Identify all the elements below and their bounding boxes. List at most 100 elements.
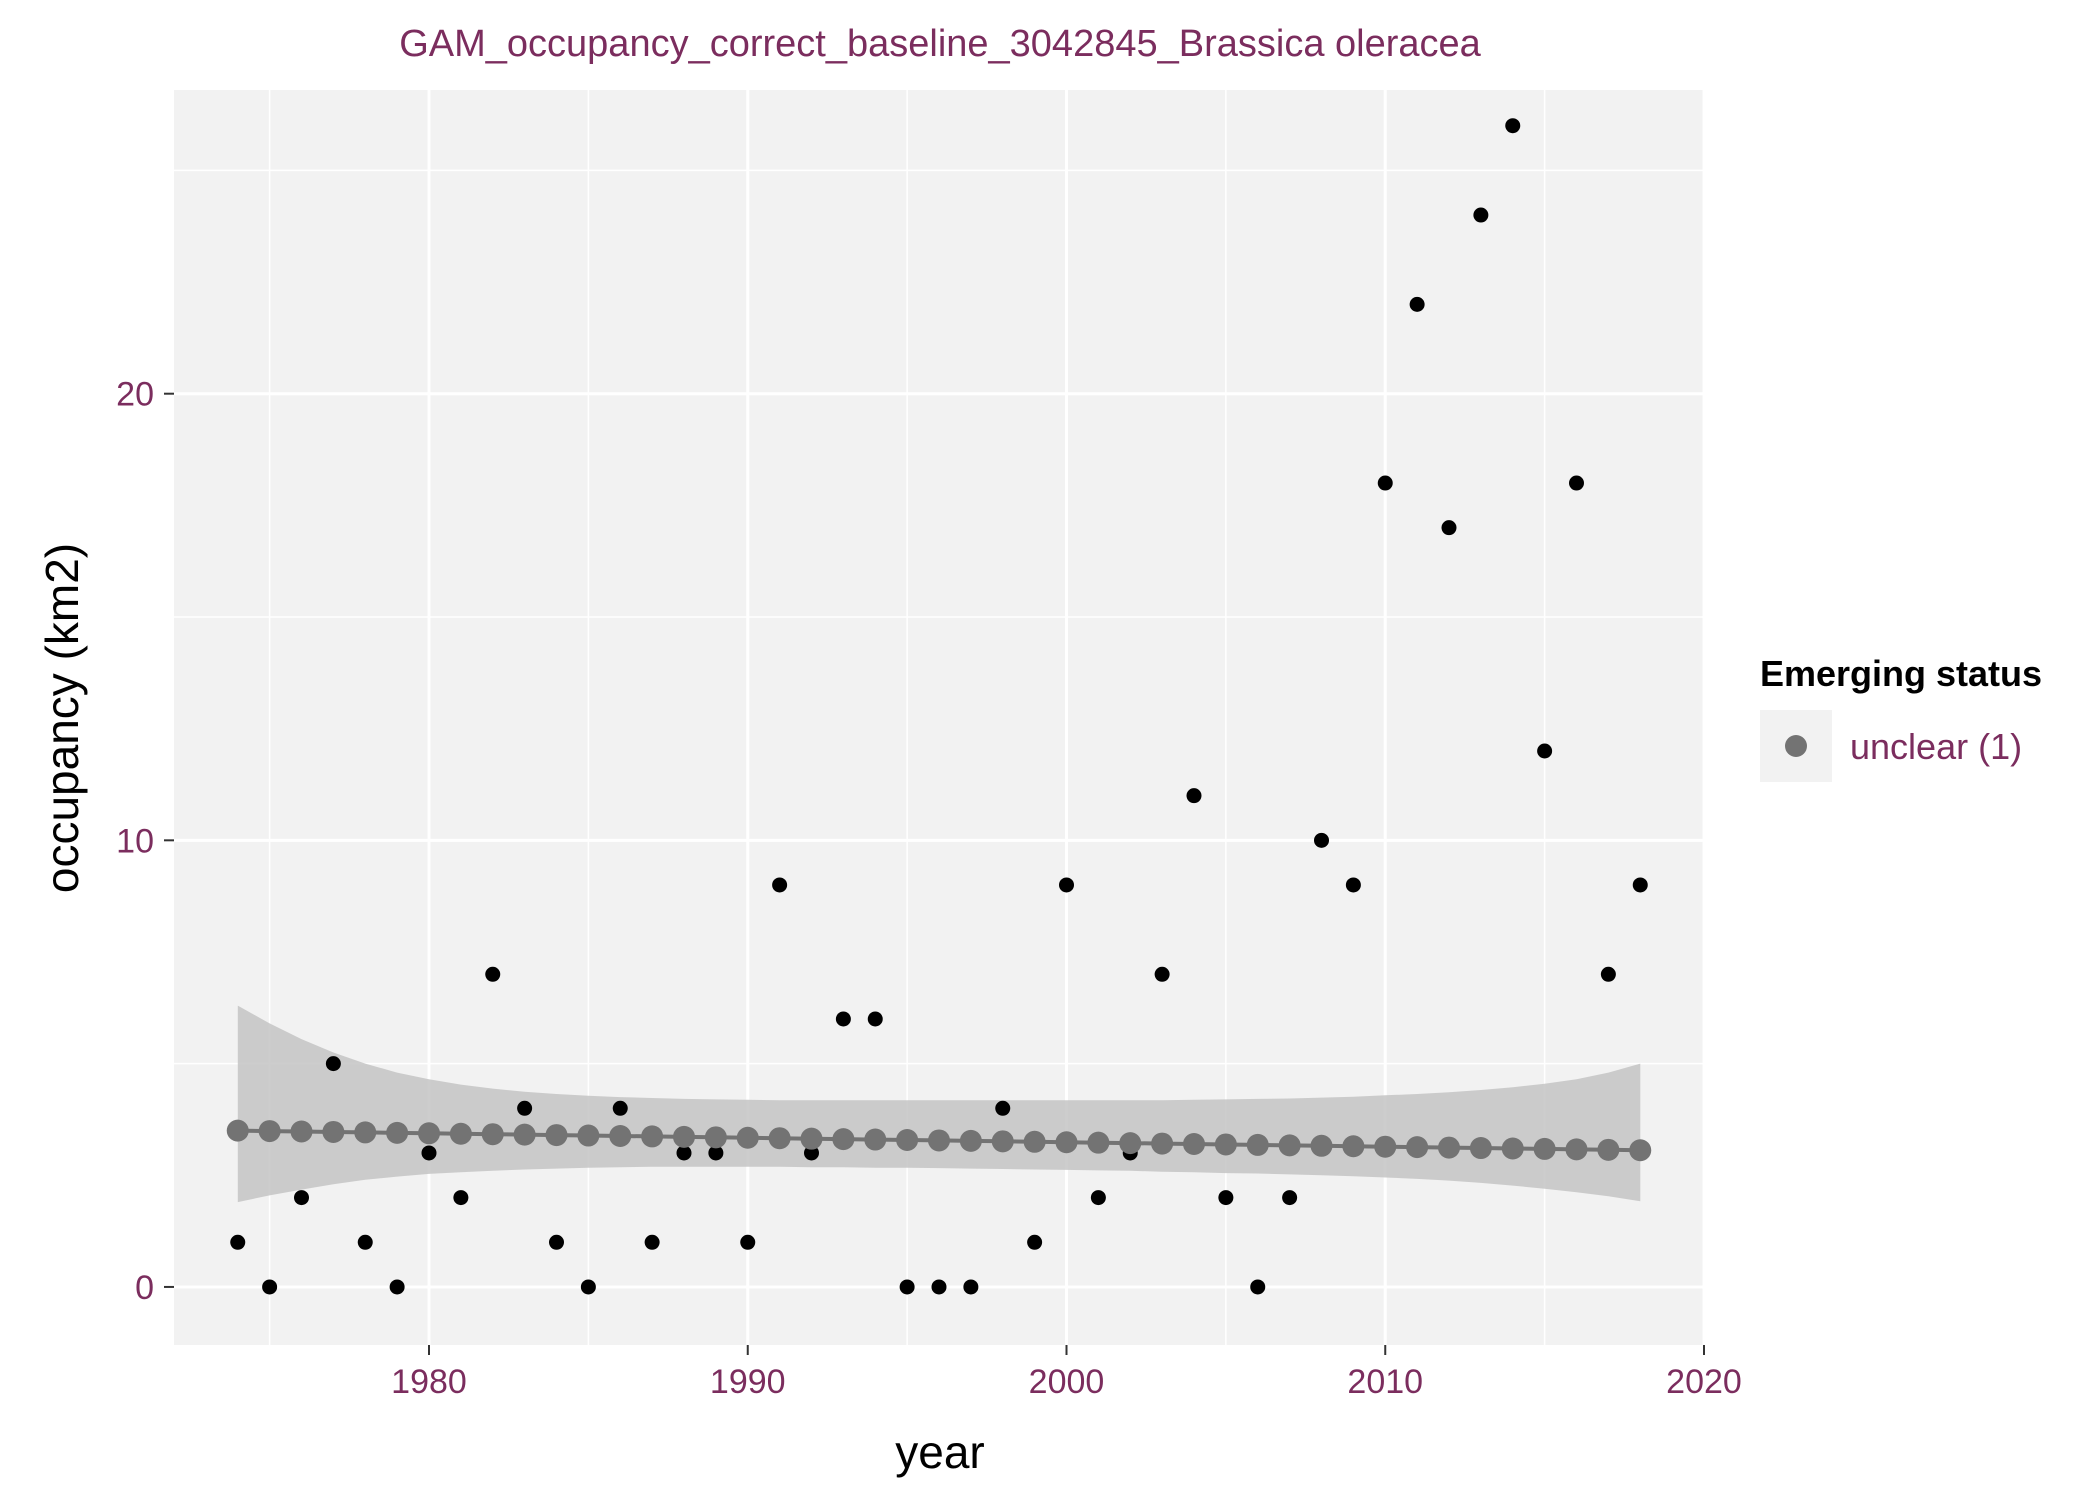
observed-point — [1600, 966, 1616, 982]
fitted-point — [1342, 1135, 1365, 1158]
observed-point — [612, 1100, 628, 1116]
observed-point — [899, 1279, 915, 1295]
fitted-point — [449, 1122, 472, 1145]
observed-point — [1186, 788, 1202, 804]
observed-point — [867, 1011, 883, 1027]
fitted-point — [1278, 1134, 1301, 1157]
observed-point — [1345, 877, 1361, 893]
observed-point — [1027, 1234, 1043, 1250]
fitted-point — [1310, 1134, 1333, 1157]
fitted-point — [1533, 1137, 1556, 1160]
fitted-point — [704, 1126, 727, 1149]
fitted-point — [1023, 1130, 1046, 1153]
observed-point — [804, 1145, 819, 1161]
y-axis-title: occupancy (km2) — [36, 543, 88, 893]
observed-points-layer — [230, 118, 1648, 1295]
fitted-point — [290, 1120, 313, 1143]
observed-point — [262, 1279, 278, 1295]
fitted-point — [1597, 1138, 1620, 1161]
fitted-point — [1119, 1132, 1142, 1155]
x-tick-label: 2020 — [1666, 1363, 1742, 1401]
fitted-point — [928, 1129, 950, 1152]
fitted-point — [1406, 1136, 1429, 1159]
observed-point — [517, 1100, 533, 1116]
legend: Emerging status unclear (1) — [1760, 653, 2042, 782]
x-tick-label: 1990 — [710, 1363, 786, 1401]
fitted-point — [736, 1126, 759, 1149]
fitted-point — [609, 1124, 632, 1147]
fitted-point — [673, 1125, 695, 1148]
x-tick-label: 2000 — [1029, 1363, 1105, 1401]
fitted-point — [258, 1120, 281, 1143]
observed-point — [931, 1279, 947, 1295]
fitted-point — [418, 1122, 440, 1145]
fitted-point — [832, 1128, 855, 1151]
observed-point — [549, 1234, 564, 1250]
axes: 1980 1990 2000 2010 2020 0 10 20 — [116, 376, 1742, 1401]
fitted-point — [896, 1129, 919, 1152]
observed-point — [389, 1279, 405, 1295]
fitted-point — [641, 1125, 664, 1148]
observed-point — [835, 1011, 851, 1027]
observed-point — [1377, 475, 1393, 491]
fitted-point — [1055, 1131, 1078, 1154]
fitted-point — [322, 1120, 345, 1143]
observed-point — [1154, 966, 1170, 982]
y-tick-label: 10 — [116, 822, 154, 860]
observed-point — [963, 1279, 979, 1295]
observed-point — [580, 1279, 596, 1295]
observed-point — [1441, 520, 1457, 536]
observed-point — [1090, 1190, 1106, 1206]
observed-point — [294, 1190, 309, 1206]
fitted-point — [481, 1123, 504, 1146]
fitted-point — [1629, 1139, 1652, 1162]
fitted-point — [1246, 1133, 1269, 1156]
chart-title: GAM_occupancy_correct_baseline_3042845_B… — [399, 23, 1481, 65]
fitted-point — [1214, 1133, 1237, 1156]
observed-point — [230, 1234, 246, 1250]
fitted-point — [864, 1128, 887, 1151]
legend-key-point — [1785, 735, 1807, 757]
fitted-point — [226, 1119, 249, 1142]
observed-point — [421, 1145, 437, 1161]
legend-title: Emerging status — [1760, 653, 2042, 694]
observed-point — [485, 966, 501, 982]
observed-point — [1505, 118, 1521, 134]
fitted-point — [1183, 1133, 1205, 1156]
fitted-point — [577, 1124, 600, 1147]
fitted-point — [1501, 1137, 1524, 1160]
fitted-point — [1438, 1136, 1460, 1159]
x-tick-label: 1980 — [391, 1363, 467, 1401]
observed-point — [453, 1190, 469, 1206]
fitted-point — [545, 1124, 568, 1147]
observed-point — [740, 1234, 756, 1250]
observed-point — [1314, 832, 1329, 848]
legend-item-label: unclear (1) — [1850, 726, 2022, 767]
x-tick-label: 2010 — [1347, 1363, 1423, 1401]
observed-point — [357, 1234, 373, 1250]
fitted-point — [991, 1130, 1014, 1153]
fitted-point — [959, 1129, 982, 1152]
fitted-point — [386, 1121, 409, 1144]
fitted-point — [800, 1127, 823, 1150]
observed-point — [1218, 1190, 1234, 1206]
observed-point — [1473, 207, 1489, 223]
fitted-point — [1374, 1135, 1397, 1158]
observed-point — [1632, 877, 1648, 893]
observed-point — [1250, 1279, 1266, 1295]
x-axis-title: year — [895, 1426, 984, 1478]
observed-point — [1569, 475, 1584, 491]
fitted-points-layer — [226, 1119, 1652, 1162]
y-tick-label: 0 — [135, 1269, 154, 1307]
observed-point — [772, 877, 788, 893]
fitted-point — [1469, 1137, 1492, 1160]
observed-point — [1059, 877, 1074, 893]
observed-point — [995, 1100, 1011, 1116]
fitted-point — [768, 1127, 791, 1150]
fitted-point — [513, 1123, 536, 1146]
observed-point — [325, 1056, 341, 1072]
fitted-point — [1565, 1138, 1588, 1161]
fitted-point — [1087, 1131, 1110, 1154]
